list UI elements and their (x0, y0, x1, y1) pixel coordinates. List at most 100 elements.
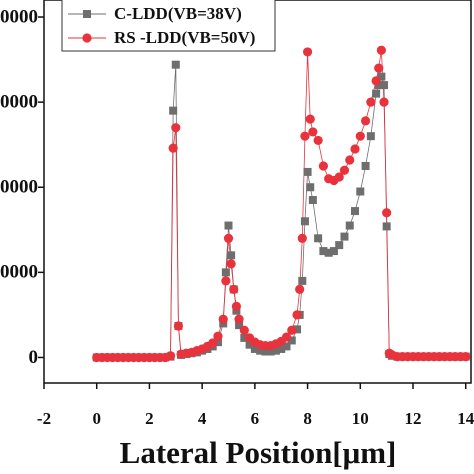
y-tick-label: 0 (29, 347, 39, 368)
x-tick-label: 6 (251, 409, 260, 428)
marker (208, 338, 218, 348)
marker (165, 351, 176, 361)
marker (329, 247, 338, 256)
marker (324, 248, 333, 257)
marker (377, 72, 386, 81)
marker (350, 144, 360, 154)
marker (213, 338, 222, 347)
marker (271, 346, 280, 355)
marker (376, 45, 386, 55)
x-tick-label: 4 (198, 409, 207, 428)
marker (360, 116, 371, 126)
marker (245, 340, 254, 349)
marker (372, 89, 381, 98)
marker (223, 233, 234, 243)
marker (351, 207, 360, 216)
series-line (96, 50, 466, 358)
x-tick-label: 8 (303, 409, 312, 428)
marker (231, 301, 242, 311)
y-tick-label: 10000 (0, 262, 38, 283)
x-axis-label: Lateral Position[μm] (120, 435, 397, 470)
marker (266, 347, 275, 356)
marker (305, 114, 315, 124)
marker (169, 106, 178, 115)
marker (292, 310, 302, 320)
marker (345, 221, 354, 230)
marker (224, 221, 233, 230)
marker (356, 187, 365, 196)
legend-label: C-LDD(VB=38V) (114, 4, 242, 23)
marker (318, 161, 328, 171)
marker (229, 284, 239, 294)
marker (295, 284, 305, 294)
marker (293, 325, 302, 334)
marker (382, 222, 391, 231)
marker (340, 232, 349, 241)
marker (298, 276, 307, 285)
marker (235, 321, 244, 330)
marker (218, 314, 228, 324)
marker (221, 276, 231, 286)
marker (382, 208, 392, 218)
series-line (96, 64, 466, 358)
marker (300, 217, 309, 226)
marker (227, 251, 236, 260)
marker (313, 135, 323, 146)
marker (287, 325, 297, 335)
marker (256, 346, 265, 355)
marker (297, 233, 307, 243)
marker (303, 167, 312, 176)
marker (379, 97, 389, 107)
x-tick-label: 10 (352, 409, 369, 428)
marker (240, 333, 249, 342)
legend-box (61, 0, 276, 52)
marker (345, 155, 355, 165)
marker (302, 47, 313, 57)
marker (355, 131, 365, 141)
marker (380, 81, 389, 90)
marker (319, 247, 328, 256)
x-tick-label: 2 (145, 409, 154, 428)
marker (306, 183, 315, 192)
marker (226, 259, 236, 269)
marker (361, 161, 370, 170)
x-tick-label: 0 (92, 409, 101, 428)
marker (250, 344, 259, 353)
marker (277, 344, 286, 353)
legend-marker (82, 33, 92, 43)
marker (308, 127, 318, 137)
marker (261, 347, 270, 356)
marker (171, 60, 180, 69)
marker (221, 268, 230, 277)
marker (287, 336, 296, 345)
marker (281, 332, 292, 342)
marker (461, 352, 471, 362)
legend-label: RS -LDD(VB=50V) (114, 28, 255, 47)
marker (308, 196, 317, 205)
marker (282, 342, 291, 351)
x-tick-label: 14 (457, 409, 474, 428)
y-tick-label: 30000 (0, 91, 38, 112)
marker (173, 321, 184, 331)
y-tick-label: 40000 (0, 6, 38, 27)
legend-marker (83, 10, 91, 18)
marker (335, 241, 344, 250)
marker (171, 123, 181, 133)
marker (371, 76, 381, 86)
x-tick-label: 12 (405, 409, 422, 428)
plot-frame (43, 0, 472, 384)
marker (339, 165, 350, 175)
marker (168, 143, 178, 153)
marker (213, 331, 223, 341)
marker (314, 234, 323, 243)
marker (239, 325, 249, 335)
marker (234, 314, 244, 324)
marker (366, 132, 375, 141)
marker (334, 172, 344, 182)
marker (300, 131, 310, 141)
marker (374, 81, 383, 90)
marker (374, 63, 384, 73)
marker (366, 97, 376, 107)
y-tick-label: 20000 (0, 177, 38, 198)
